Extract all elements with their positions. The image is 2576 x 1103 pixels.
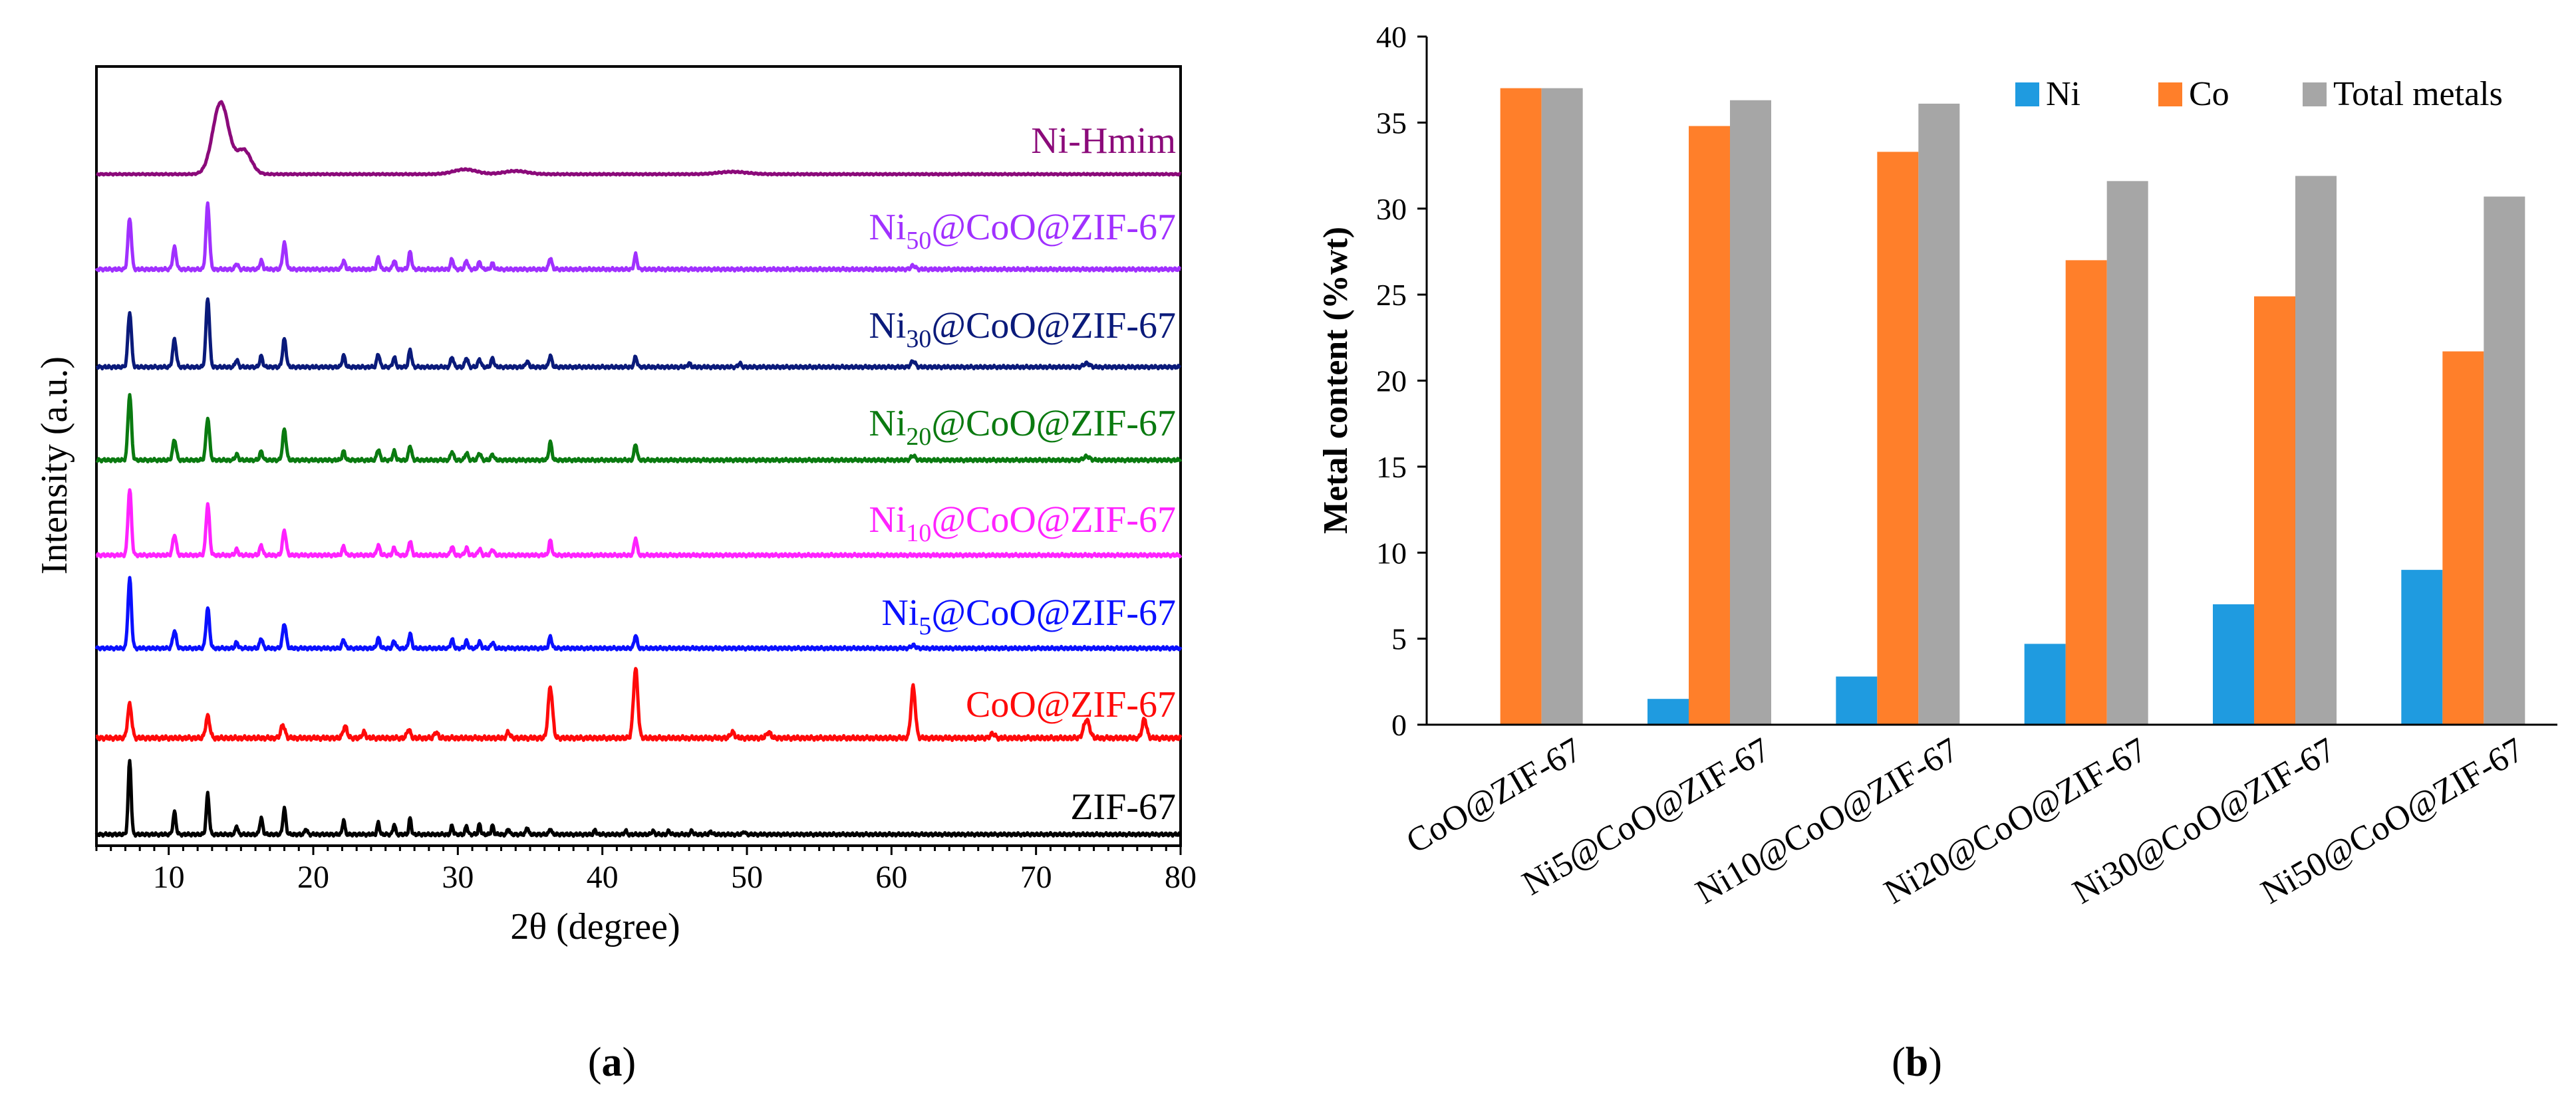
bar-total-metals [2106,181,2148,725]
xrd-series-label: Ni-Hmim [1031,120,1176,162]
legend-swatch [2303,82,2327,106]
metal-bar-panel: 0 5 10 15 20 25 30 35 40 CoO@ZIF-67Ni5@CoO@ZIF-6… [1317,20,2557,1085]
bar-y-tick-label: 30 [1376,192,1407,226]
bar-ni [2213,604,2254,725]
xrd-x-tick-label: 50 [731,860,763,895]
bar-ni [1647,699,1689,725]
bar-co [1689,126,1730,725]
bar-ni [1836,676,1878,725]
legend-label: Co [2189,75,2229,113]
bar-group [1500,88,2525,725]
xrd-x-tick-label: 20 [297,860,329,895]
panel-b-label: (b) [1892,1040,1942,1085]
legend-swatch [2015,82,2039,106]
xrd-x-tick-label: 80 [1165,860,1197,895]
xrd-series-line [95,667,1183,742]
legend-swatch [2158,82,2182,106]
bar-y-tick-label: 40 [1376,20,1407,54]
xrd-x-ticks: 10 20 30 40 50 60 70 80 [95,846,1197,895]
legend-label: Ni [2046,75,2080,113]
xrd-series-labels: Ni-Hmim Ni50@CoO@ZIF-67 Ni30@CoO@ZIF-67 Ni2… [869,120,1176,828]
xrd-x-axis-title: 2θ (degree) [510,906,680,947]
xrd-series-line [94,759,1182,838]
xrd-series-label: CoO@ZIF-67 [966,684,1176,725]
xrd-series-line [94,201,1182,273]
bar-co [2065,260,2107,725]
xrd-series-label: Ni10@CoO@ZIF-67 [869,499,1176,547]
bar-y-ticks: 0 5 10 15 20 25 30 35 40 [1376,20,1427,742]
xrd-y-axis-title: Intensity (a.u.) [34,356,75,574]
xrd-x-tick-label: 60 [875,860,907,895]
xrd-panel: Ni-Hmim Ni50@CoO@ZIF-67 Ni30@CoO@ZIF-67 Ni2… [34,65,1197,1085]
xrd-series-line [95,100,1182,177]
bar-y-tick-label: 5 [1391,622,1407,656]
xrd-series-label: ZIF-67 [1070,787,1176,828]
bar-total-metals [2295,176,2337,725]
bar-co [2254,296,2295,725]
xrd-series-line [95,488,1183,559]
bar-y-tick-label: 25 [1376,278,1407,312]
xrd-series-label: Ni5@CoO@ZIF-67 [881,592,1176,640]
xrd-plot-frame [95,65,1182,847]
bar-ni [2401,570,2443,725]
xrd-series-line [94,576,1183,652]
xrd-series-label: Ni20@CoO@ZIF-67 [869,403,1176,451]
bar-total-metals [1918,103,1960,725]
bar-total-metals [1730,100,1771,725]
panel-a-label: (a) [588,1040,636,1085]
bar-y-tick-label: 15 [1376,450,1407,484]
bar-y-tick-label: 10 [1376,536,1407,570]
bar-co [2442,351,2484,725]
bar-y-axis-title: Metal content (%wt) [1317,227,1355,534]
bar-total-metals [2484,196,2525,725]
bar-category-label: CoO@ZIF-67 [1400,731,1588,861]
bar-co [1500,88,1542,725]
xrd-x-tick-label: 40 [587,860,619,895]
bar-category-labels: CoO@ZIF-67Ni5@CoO@ZIF-67Ni10@CoO@ZIF-67N… [1400,731,2530,912]
xrd-series-label: Ni50@CoO@ZIF-67 [869,207,1176,255]
bar-total-metals [1541,88,1583,725]
xrd-series-label: Ni30@CoO@ZIF-67 [869,305,1176,353]
xrd-series-line [95,393,1183,464]
xrd-series-line [95,297,1182,371]
bar-legend: Ni Co Total metals [2015,75,2503,113]
bar-y-tick-label: 35 [1376,106,1407,140]
bar-y-tick-label: 20 [1376,364,1407,398]
bar-y-tick-label: 0 [1391,708,1407,742]
bar-ni [2024,644,2066,725]
xrd-series-group [94,100,1183,838]
xrd-x-tick-label: 10 [153,860,185,895]
bar-co [1877,152,1919,725]
xrd-x-tick-label: 30 [442,860,474,895]
legend-label: Total metals [2333,75,2503,113]
xrd-x-tick-label: 70 [1020,860,1052,895]
